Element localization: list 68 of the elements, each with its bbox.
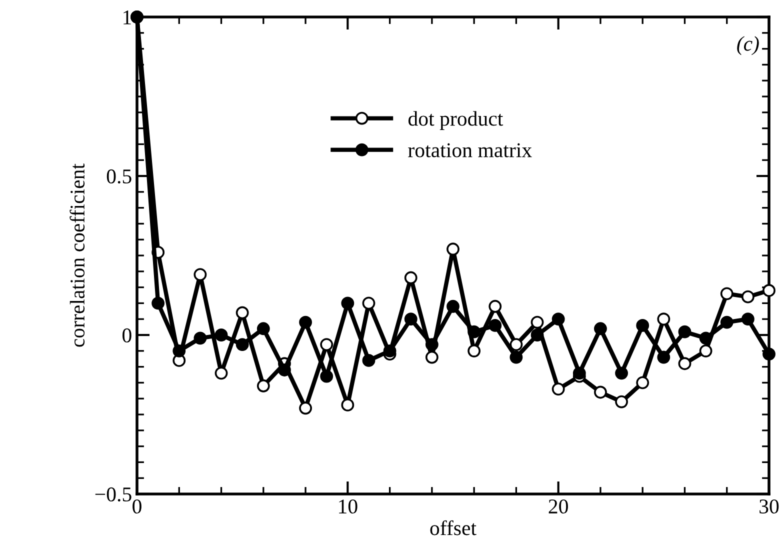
point xyxy=(530,328,544,342)
point xyxy=(657,312,670,326)
point xyxy=(615,395,628,408)
point xyxy=(299,402,312,415)
point xyxy=(214,366,228,380)
x-tick-label: 0 xyxy=(132,499,142,514)
point xyxy=(299,316,312,329)
point xyxy=(636,376,650,390)
point xyxy=(720,287,734,300)
point xyxy=(278,364,291,376)
point xyxy=(615,366,628,380)
y-tick-label: 0 xyxy=(122,328,132,342)
point xyxy=(741,290,754,304)
point xyxy=(594,386,607,399)
point xyxy=(194,268,207,282)
legend-label: dot product xyxy=(408,111,504,130)
point xyxy=(636,319,650,332)
point xyxy=(699,332,712,345)
point xyxy=(488,300,502,313)
x-tick-label: 20 xyxy=(548,499,568,514)
point xyxy=(320,338,334,351)
point xyxy=(510,338,523,351)
point xyxy=(383,344,396,358)
point xyxy=(446,242,460,256)
point xyxy=(256,322,270,336)
point xyxy=(530,316,544,329)
point xyxy=(172,344,186,358)
point xyxy=(762,284,776,297)
point xyxy=(425,338,438,351)
point xyxy=(194,332,207,345)
point xyxy=(404,312,418,326)
point xyxy=(657,350,670,364)
point xyxy=(552,312,565,326)
point xyxy=(341,296,354,310)
point xyxy=(678,357,692,370)
point xyxy=(720,316,734,329)
point xyxy=(362,354,376,367)
point xyxy=(572,366,586,380)
point xyxy=(341,398,354,412)
point xyxy=(488,319,502,332)
point xyxy=(214,328,228,342)
legend-label: rotation matrix xyxy=(408,143,532,158)
point xyxy=(152,296,165,310)
point xyxy=(404,271,418,284)
y-tick-label: 0.5 xyxy=(106,169,132,184)
y-axis-title: correlation coefficient xyxy=(70,164,85,347)
annotation: (c) xyxy=(737,36,759,56)
point xyxy=(256,379,270,392)
point xyxy=(699,344,712,358)
point xyxy=(762,348,776,361)
x-tick-label: 30 xyxy=(760,499,779,514)
point xyxy=(236,338,249,351)
point xyxy=(594,322,607,336)
x-tick-label: 10 xyxy=(339,499,358,514)
point xyxy=(320,370,334,383)
point xyxy=(468,325,481,338)
point xyxy=(362,296,376,310)
y-tick-label: −0.5 xyxy=(95,487,132,502)
y-tick-label: 1 xyxy=(124,10,131,24)
point xyxy=(425,350,438,364)
point xyxy=(552,382,565,396)
point xyxy=(468,344,481,358)
x-axis-title: offset xyxy=(430,520,476,536)
point xyxy=(678,325,692,338)
point xyxy=(236,306,249,320)
point xyxy=(446,300,460,313)
point xyxy=(741,312,754,326)
point xyxy=(510,350,523,364)
